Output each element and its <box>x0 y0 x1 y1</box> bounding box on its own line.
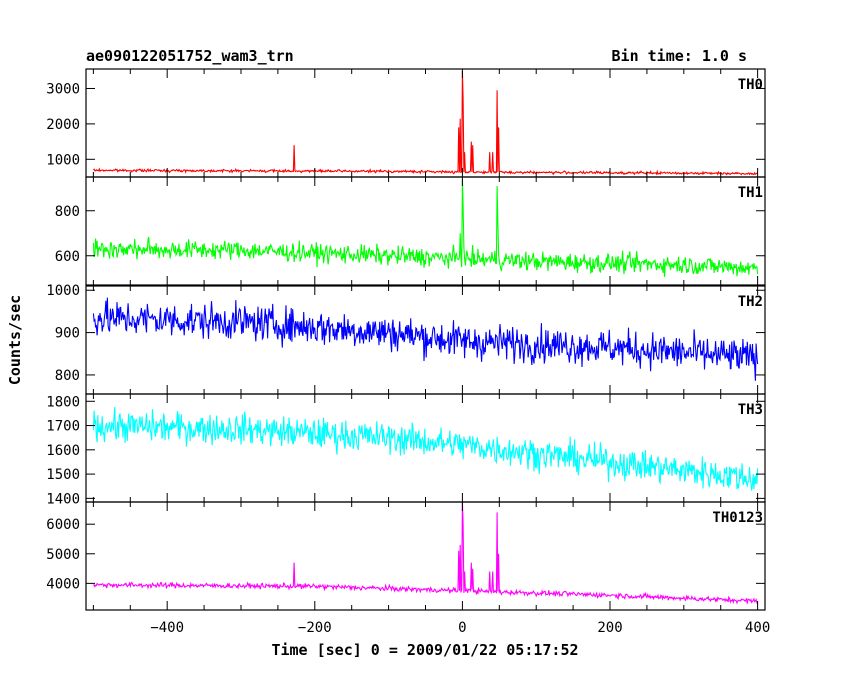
series-line-th1 <box>92 179 759 277</box>
y-tick-label-th3: 1700 <box>46 419 80 435</box>
series-line-th0123 <box>92 501 759 605</box>
y-tick-label-th0123: 6000 <box>46 517 80 533</box>
x-tick-label: −400 <box>150 620 184 636</box>
x-axis-label: Time [sec] 0 = 2009/01/22 05:17:52 <box>271 641 578 659</box>
bin-time-label: Bin time: 1.0 s <box>612 47 747 65</box>
panel-label-th3: TH3 <box>738 402 763 418</box>
panel-label-th1: TH1 <box>738 185 763 201</box>
y-tick-label-th0: 2000 <box>46 117 80 133</box>
panel-frame-th0 <box>85 68 766 178</box>
panel-label-th0: TH0 <box>738 77 763 93</box>
y-tick-label-th3: 1600 <box>46 443 80 459</box>
y-tick-label-th0: 1000 <box>46 152 80 168</box>
y-tick-label-th3: 1800 <box>46 394 80 410</box>
y-tick-label-th1: 800 <box>55 204 80 220</box>
y-tick-label-th3: 1400 <box>46 491 80 507</box>
y-axis-label: Counts/sec <box>6 295 24 385</box>
x-tick-label: 200 <box>597 620 622 636</box>
y-tick-label-th2: 1000 <box>46 283 80 299</box>
x-tick-label: 0 <box>458 620 466 636</box>
y-tick-label-th2: 800 <box>55 368 80 384</box>
panel-frame-th0123 <box>85 501 766 611</box>
x-tick-label: −200 <box>298 620 332 636</box>
panel-label-th0123: TH0123 <box>712 510 763 526</box>
series-line-th3 <box>92 406 759 491</box>
y-tick-label-th0123: 5000 <box>46 547 80 563</box>
y-tick-label-th0123: 4000 <box>46 576 80 592</box>
observation-id-title: ae090122051752_wam3_trn <box>86 47 294 65</box>
y-tick-label-th2: 900 <box>55 326 80 342</box>
series-line-th0 <box>93 70 758 176</box>
series-line-th2 <box>92 297 759 381</box>
y-tick-label-th3: 1500 <box>46 467 80 483</box>
y-tick-label-th0: 3000 <box>46 81 80 97</box>
y-tick-label-th1: 600 <box>55 249 80 265</box>
panel-label-th2: TH2 <box>738 294 763 310</box>
x-tick-label: 400 <box>745 620 770 636</box>
